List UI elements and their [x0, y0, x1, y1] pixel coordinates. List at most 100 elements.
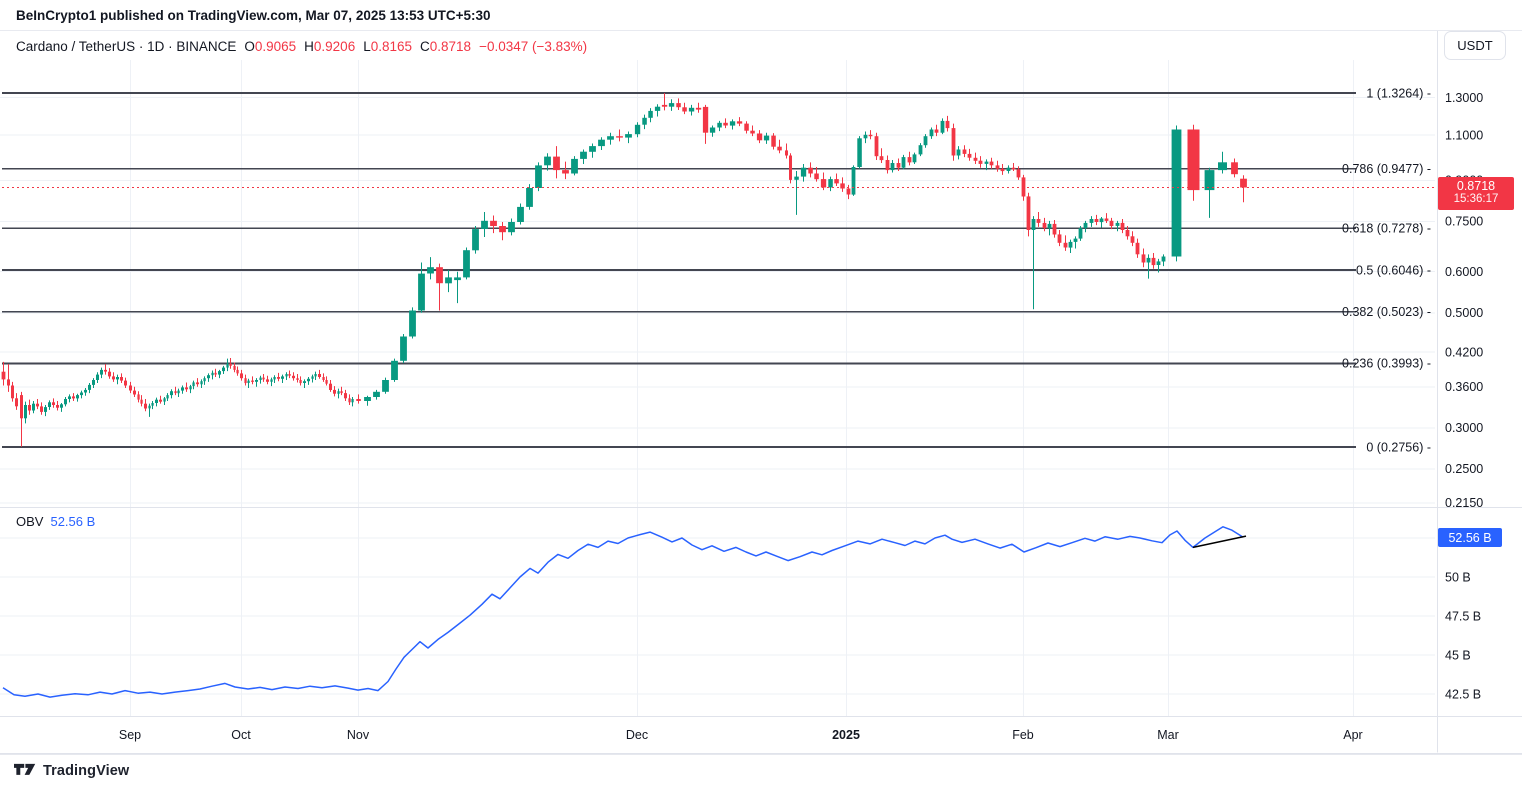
candle-body [7, 379, 10, 386]
candle-body [1141, 254, 1146, 263]
candle-body [750, 130, 755, 134]
candle-body [912, 154, 917, 163]
last-price-value: 0.8718 [1456, 179, 1496, 193]
symbol-title[interactable]: Cardano / TetherUS · 1D · BINANCE [16, 39, 237, 54]
candle-body [1094, 219, 1099, 222]
candle-body [1146, 257, 1151, 263]
candle-body [771, 135, 776, 147]
candle-body [181, 387, 184, 391]
candle-body [1231, 162, 1238, 175]
candle-body [642, 117, 647, 125]
candle-body [104, 369, 107, 372]
candle-body [1057, 234, 1062, 243]
time-axis-label: Feb [1012, 728, 1034, 742]
candle-body [266, 379, 269, 382]
candle-body [233, 365, 236, 370]
candle-body [129, 385, 132, 391]
candle-body [259, 377, 262, 380]
currency-toggle-button[interactable]: USDT [1444, 31, 1506, 60]
candle-body [580, 151, 587, 159]
candle-body [1218, 162, 1227, 171]
candle-body [325, 380, 328, 384]
candle-body [851, 167, 856, 195]
candle-body [756, 133, 763, 141]
candle-body [192, 382, 195, 387]
candle-body [200, 381, 203, 385]
price-axis-tick: 0.2500 [1445, 462, 1483, 476]
candle-body [255, 380, 258, 382]
candle-body [1120, 222, 1125, 230]
candle-body [945, 120, 950, 129]
candle-body [654, 106, 661, 111]
candle-body [203, 378, 206, 382]
candle-body [1036, 219, 1041, 223]
candle-body [226, 363, 229, 368]
candle-body [214, 372, 217, 375]
time-axis[interactable]: Sep Oct Nov Dec 2025 Feb Mar Apr [119, 728, 1363, 742]
candle-body [32, 403, 35, 411]
tradingview-brand-text: TradingView [43, 762, 130, 779]
candle-body [144, 403, 147, 409]
candle-body [174, 391, 177, 394]
candle-body [863, 134, 868, 139]
candle-body [229, 363, 232, 366]
price-axis-tick: 0.2150 [1445, 496, 1483, 510]
tradingview-logo-icon [14, 763, 36, 775]
candle-body [218, 371, 221, 375]
tradingview-logo[interactable]: TradingView [14, 763, 129, 779]
candle-body [100, 369, 103, 375]
candle-body [879, 156, 884, 161]
trendline-annotation[interactable] [1192, 535, 1247, 549]
obv-indicator [2, 526, 1247, 698]
candle-body [155, 399, 158, 403]
candle-body [1042, 222, 1047, 229]
fib-label: 0.5 (0.6046) - [1356, 263, 1431, 277]
candle-body [108, 371, 111, 377]
candle-body [88, 384, 91, 390]
candle-body [463, 250, 470, 278]
candle-body [1156, 261, 1161, 265]
obv-title[interactable]: OBV [16, 514, 44, 529]
attribution-text: BeInCrypto1 published on TradingView.com… [16, 7, 491, 23]
chart-legend: Cardano / TetherUS · 1D · BINANCE O0.906… [16, 39, 587, 54]
price-axis-tick: 0.3600 [1445, 380, 1483, 394]
candle-body [885, 160, 890, 171]
ohlc-open: O0.9065 [244, 39, 297, 54]
candle-body [196, 382, 199, 385]
candle-body [517, 206, 524, 222]
candle-body [454, 277, 461, 281]
candle-body [625, 134, 632, 138]
candle-body [314, 374, 317, 377]
time-axis-label: Oct [231, 728, 251, 742]
candle-body [676, 103, 681, 108]
candle-body [1047, 223, 1052, 229]
candle-body [967, 153, 972, 158]
candle-body [951, 128, 956, 156]
candle-body [499, 226, 506, 233]
price-axis-tick: 0.5000 [1445, 306, 1483, 320]
candle-body [137, 394, 140, 400]
candle-body [868, 134, 873, 137]
candle-body [1026, 196, 1031, 230]
candle-body [292, 375, 295, 379]
candle-body [814, 173, 819, 180]
price-axis-tick: 0.4200 [1445, 345, 1483, 359]
candle-body [918, 145, 923, 155]
candle-body [277, 377, 280, 379]
candle-body [929, 129, 934, 137]
candle-body [709, 127, 716, 133]
candle-body [364, 397, 371, 401]
candle-body [64, 399, 67, 405]
candle-body [695, 107, 702, 110]
candle-body [52, 402, 55, 405]
candle-body [92, 380, 95, 385]
candle-body [729, 121, 736, 126]
candle-body [1104, 218, 1109, 221]
obv-indicator-legend: OBV 52.56 B [16, 514, 95, 529]
price-axis[interactable]: 1.30001.10000.90000.75000.60000.50000.42… [1445, 91, 1483, 701]
candle-body [322, 377, 325, 380]
candle-body [44, 407, 47, 412]
candle-body [562, 170, 569, 174]
